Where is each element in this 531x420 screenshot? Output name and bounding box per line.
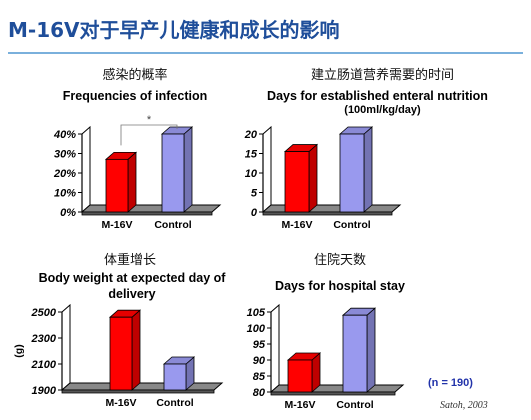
- bar-side: [131, 309, 141, 391]
- bar-m-16v: [286, 352, 322, 393]
- chart2-title: Days for established enteral nutrition: [267, 89, 488, 103]
- chart1-title: Frequencies of infection: [62, 89, 208, 103]
- y-tick-label: 10%: [54, 188, 76, 200]
- category-label: M-16V: [282, 219, 313, 231]
- chart-side-wall: [270, 303, 280, 394]
- category-label: Control: [336, 399, 373, 411]
- chart1-title-zh: 感染的概率: [102, 68, 168, 83]
- category-label: Control: [333, 219, 370, 231]
- chart4-title: Days for hospital stay: [275, 279, 405, 293]
- bar-side: [308, 143, 318, 213]
- chart-floor-edge: [262, 211, 393, 216]
- chart3-title-zh: 体重增长: [103, 253, 156, 268]
- y-tick-label: 100: [247, 323, 266, 335]
- title-divider: [8, 52, 523, 54]
- bar-side: [127, 151, 137, 213]
- category-label: M-16V: [285, 399, 316, 411]
- chart-side-wall: [61, 303, 71, 392]
- y-tick-label: 10: [245, 168, 258, 180]
- chart-floor-edge: [270, 391, 396, 396]
- chart4-title-zh: 住院天数: [313, 253, 366, 268]
- bar-control: [341, 307, 377, 393]
- chart3-title: Body weight at expected day of delivery: [38, 271, 226, 301]
- source-citation: Satoh, 2003: [440, 400, 488, 411]
- y-tick-label: 20%: [53, 168, 76, 180]
- category-label: Control: [156, 397, 193, 409]
- chart2-title-zh: 建立肠道营养需要的时间: [310, 68, 454, 83]
- bar-control: [338, 126, 374, 213]
- y-axis-label: (g): [13, 344, 25, 357]
- chart-floor-edge: [61, 389, 215, 394]
- bar-front: [284, 151, 310, 213]
- sample-size-note: (n = 190): [428, 377, 473, 389]
- significance-bracket: [120, 124, 178, 146]
- bar-m-16v: [283, 143, 319, 213]
- bar-side: [183, 126, 193, 213]
- bar-control: [160, 126, 194, 213]
- chart-floor-edge: [81, 211, 213, 216]
- bar-front: [287, 359, 313, 393]
- bar-front: [342, 314, 368, 393]
- bar-side: [366, 307, 376, 393]
- bar-front: [109, 316, 133, 391]
- y-tick-label: 20: [244, 129, 258, 141]
- category-label: M-16V: [102, 219, 133, 231]
- bar-side: [363, 126, 373, 213]
- y-tick-label: 15: [245, 149, 258, 161]
- y-tick-label: 80: [253, 387, 266, 399]
- bar-m-16v: [104, 151, 138, 213]
- chart-floor: [60, 382, 224, 391]
- y-tick-label: 2500: [31, 307, 57, 319]
- y-tick-label: 0%: [60, 207, 76, 219]
- category-label: M-16V: [106, 397, 137, 409]
- y-tick-label: 95: [253, 339, 266, 351]
- y-tick-label: 5: [251, 188, 258, 200]
- bar-front: [163, 363, 187, 391]
- chart-side-wall: [81, 125, 91, 214]
- chart-floor: [80, 204, 222, 213]
- slide-title: M-16V对于早产儿健康和成长的影响: [8, 18, 340, 42]
- bar-m-16v: [108, 309, 142, 391]
- chart-side-wall: [262, 125, 272, 214]
- bar-control: [162, 356, 196, 391]
- bar-front: [161, 133, 185, 213]
- hospital-stay-chart: 80 85 90 95 100 105 M-16V Control: [247, 303, 405, 411]
- y-tick-label: 2100: [31, 359, 57, 371]
- body-weight-chart: 1900 2100 2300 2500 M-16V Control (g): [13, 303, 224, 409]
- chart-floor: [261, 204, 402, 213]
- enteral-nutrition-chart: 0 5 10 15 20 M-16V Control: [244, 125, 402, 231]
- y-tick-label: 105: [247, 307, 266, 319]
- y-tick-label: 90: [253, 355, 266, 367]
- significance-marker: *: [147, 114, 152, 126]
- y-tick-label: 2300: [31, 333, 57, 345]
- y-tick-label: 85: [253, 371, 266, 383]
- y-tick-label: 40%: [53, 129, 76, 141]
- category-label: Control: [154, 219, 191, 231]
- bar-front: [105, 158, 129, 213]
- y-tick-label: 0: [251, 207, 258, 219]
- y-tick-label: 30%: [54, 149, 76, 161]
- infection-chart: 0% 10% 20% 30% 40% M-16V Control *: [53, 114, 222, 231]
- chart2-subtitle: (100ml/kg/day): [344, 104, 421, 116]
- y-tick-label: 1900: [32, 385, 57, 397]
- bar-front: [339, 133, 365, 213]
